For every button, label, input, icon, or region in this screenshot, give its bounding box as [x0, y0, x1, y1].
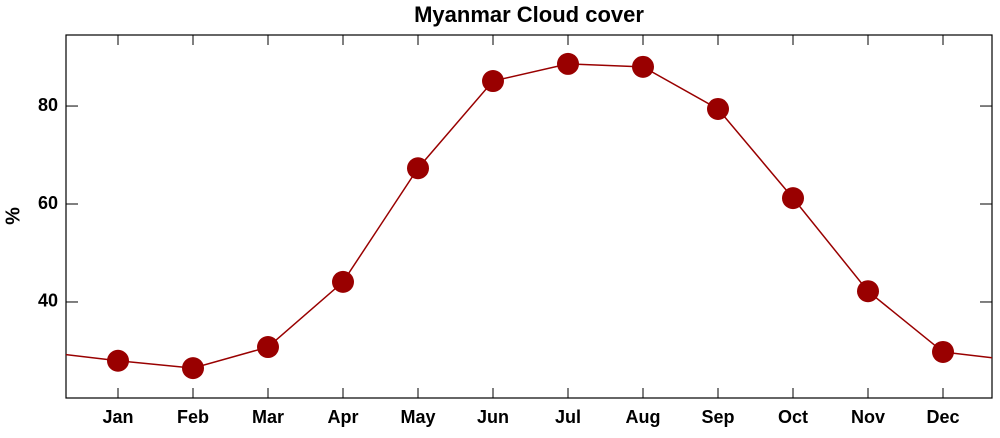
x-tick-label: Sep — [701, 407, 734, 427]
x-tick-label: Nov — [851, 407, 885, 427]
data-point — [332, 270, 354, 293]
data-point — [782, 187, 804, 210]
y-tick-label: 40 — [38, 291, 58, 311]
wrap-line — [942, 351, 992, 359]
data-point — [557, 52, 579, 75]
x-tick-label: Jun — [477, 407, 509, 427]
x-tick-label: Mar — [252, 407, 284, 427]
y-tick-label: 60 — [38, 193, 58, 213]
x-tick-label: Dec — [926, 407, 959, 427]
data-point — [482, 70, 504, 93]
x-tick-label: Feb — [177, 407, 209, 427]
x-tick-label: Jan — [102, 407, 133, 427]
data-point — [257, 336, 279, 359]
series-line — [117, 63, 944, 369]
data-point — [932, 340, 954, 363]
y-tick-label: 80 — [38, 95, 58, 115]
plot-frame — [65, 34, 993, 399]
x-tick-label: Aug — [626, 407, 661, 427]
data-point — [407, 157, 429, 180]
wrap-line — [66, 353, 119, 362]
x-tick-label: Oct — [778, 407, 808, 427]
data-point — [632, 55, 654, 78]
x-tick-label: May — [400, 407, 435, 427]
x-tick-label: Apr — [328, 407, 359, 427]
y-axis-label: % — [2, 207, 24, 225]
data-point — [107, 349, 129, 372]
x-tick-label: Jul — [555, 407, 581, 427]
data-point — [182, 357, 204, 380]
plot-area — [66, 52, 992, 380]
data-point — [857, 280, 879, 303]
chart-title: Myanmar Cloud cover — [414, 2, 644, 27]
data-point — [707, 97, 729, 120]
